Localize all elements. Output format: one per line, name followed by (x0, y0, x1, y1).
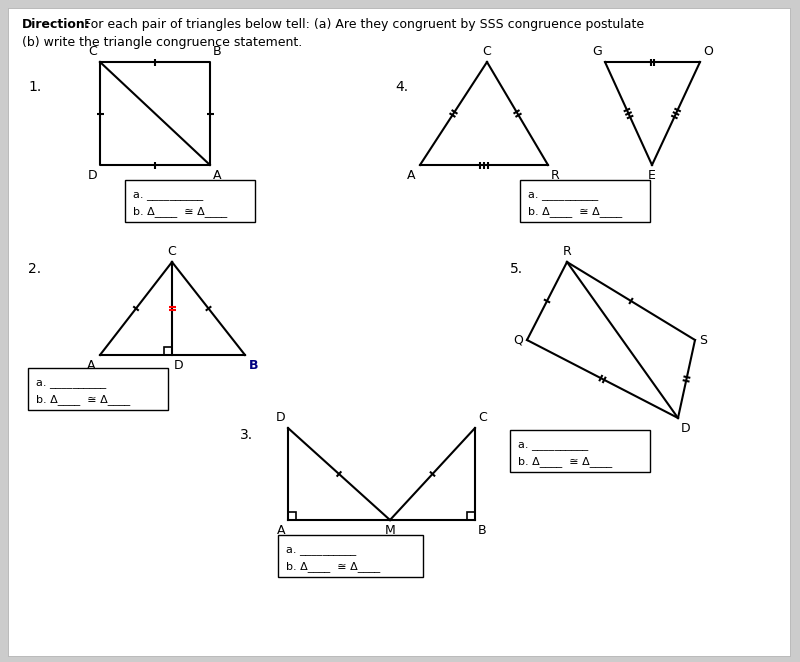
Text: a. __________: a. __________ (36, 378, 106, 388)
Text: R: R (562, 245, 571, 258)
Text: C: C (478, 411, 486, 424)
Text: 5.: 5. (510, 262, 523, 276)
Text: A: A (86, 359, 95, 372)
Text: 1.: 1. (28, 80, 42, 94)
Text: D: D (174, 359, 184, 372)
Text: E: E (648, 169, 656, 182)
Text: a. __________: a. __________ (528, 190, 598, 200)
Text: a. __________: a. __________ (286, 545, 356, 555)
Text: C: C (88, 45, 97, 58)
Text: (b) write the triangle congruence statement.: (b) write the triangle congruence statem… (22, 36, 302, 49)
Text: S: S (699, 334, 707, 346)
Text: 2.: 2. (28, 262, 41, 276)
Text: B: B (213, 45, 222, 58)
Bar (125, 180, 255, 222)
FancyBboxPatch shape (8, 8, 790, 656)
Text: b. Δ____  ≅ Δ____: b. Δ____ ≅ Δ____ (528, 206, 622, 217)
Text: a. __________: a. __________ (133, 190, 203, 200)
Text: B: B (249, 359, 258, 372)
Text: D: D (275, 411, 285, 424)
Text: b. Δ____  ≅ Δ____: b. Δ____ ≅ Δ____ (518, 456, 612, 467)
Text: b. Δ____  ≅ Δ____: b. Δ____ ≅ Δ____ (133, 206, 227, 217)
Text: R: R (551, 169, 560, 182)
Text: C: C (168, 245, 176, 258)
Bar (510, 430, 650, 472)
Text: 3.: 3. (240, 428, 253, 442)
Text: a. __________: a. __________ (518, 440, 588, 450)
Text: A: A (213, 169, 222, 182)
Text: A: A (406, 169, 415, 182)
Text: A: A (277, 524, 285, 537)
Text: D: D (681, 422, 690, 435)
Text: M: M (385, 524, 395, 537)
Text: 4.: 4. (395, 80, 408, 94)
Text: b. Δ____  ≅ Δ____: b. Δ____ ≅ Δ____ (286, 561, 380, 572)
Text: B: B (478, 524, 486, 537)
Bar (28, 368, 168, 410)
Text: Q: Q (513, 334, 523, 346)
Text: O: O (703, 45, 713, 58)
Text: C: C (482, 45, 491, 58)
Bar (278, 535, 423, 577)
Bar (520, 180, 650, 222)
Text: D: D (87, 169, 97, 182)
Text: G: G (592, 45, 602, 58)
Text: Direction:: Direction: (22, 18, 90, 31)
Text: For each pair of triangles below tell: (a) Are they congruent by SSS congruence : For each pair of triangles below tell: (… (80, 18, 644, 31)
Text: b. Δ____  ≅ Δ____: b. Δ____ ≅ Δ____ (36, 394, 130, 405)
